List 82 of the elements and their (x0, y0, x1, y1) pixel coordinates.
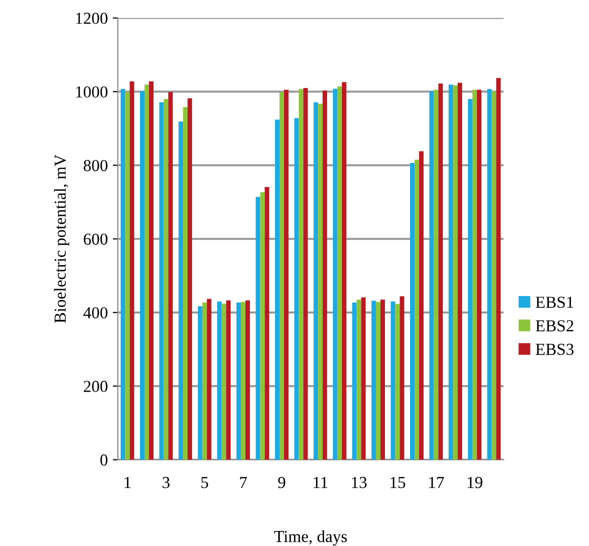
bar (183, 107, 188, 460)
bar (159, 102, 164, 460)
bar (294, 118, 299, 460)
bar (361, 297, 366, 460)
x-axis-title: Time, days (274, 530, 347, 546)
legend-label: EBS2 (536, 320, 574, 332)
y-tick-label: 1000 (76, 86, 108, 98)
x-tick-label: 3 (162, 476, 170, 488)
bar (414, 160, 420, 460)
y-tick-label: 400 (83, 307, 108, 318)
bar (298, 89, 304, 460)
bar (337, 86, 342, 460)
bar (264, 186, 270, 460)
bar (217, 301, 222, 460)
y-axis-title: Bioelectric potential, mV (54, 154, 70, 323)
x-tick-label: 9 (278, 476, 286, 488)
y-tick-label: 0 (100, 454, 108, 466)
bar (206, 298, 212, 460)
bar (380, 300, 385, 460)
bar (371, 300, 376, 460)
bar (352, 302, 357, 460)
bar (245, 300, 250, 460)
bar (390, 301, 396, 460)
bar (492, 91, 496, 460)
bar (322, 90, 328, 460)
bar (468, 99, 472, 460)
bar (168, 92, 173, 460)
bar (164, 99, 168, 460)
bar (256, 196, 260, 460)
y-tick-label: 1200 (76, 12, 108, 24)
bar (438, 84, 443, 460)
x-tick-label: 1 (124, 476, 131, 488)
bar (284, 90, 289, 460)
bar (472, 90, 477, 460)
x-tick-label: 5 (201, 477, 208, 488)
x-tick-label: 15 (390, 476, 406, 488)
bar (453, 85, 458, 460)
bar (419, 151, 424, 460)
bar (240, 302, 246, 460)
bar (125, 92, 130, 460)
bar (130, 81, 134, 460)
bar (226, 300, 231, 460)
bar (400, 296, 404, 460)
bar (202, 302, 207, 460)
bar (496, 78, 501, 460)
bar (448, 84, 454, 460)
x-tick-label: 13 (352, 476, 367, 488)
bar (236, 302, 241, 460)
legend-label: EBS1 (536, 296, 574, 308)
x-tick-label: 17 (429, 476, 444, 488)
bar (487, 89, 492, 460)
bar (318, 104, 323, 460)
bar (395, 304, 400, 460)
bar (144, 84, 149, 460)
bar (410, 163, 415, 460)
bar (303, 88, 308, 460)
bar (342, 82, 346, 460)
bar (148, 81, 154, 460)
bar (260, 192, 265, 460)
x-tick-label: 11 (314, 476, 328, 488)
bar (332, 88, 338, 460)
bar (120, 89, 126, 460)
y-tick-label: 600 (84, 234, 108, 245)
x-tick-label: 19 (468, 476, 482, 488)
bar (434, 90, 438, 460)
y-tick-label: 800 (84, 160, 108, 172)
bar (376, 302, 380, 460)
bar (178, 121, 184, 460)
y-tick-label: 200 (84, 380, 108, 392)
bar (140, 91, 144, 460)
bar (222, 304, 226, 460)
bar (275, 120, 280, 460)
bar (280, 92, 284, 460)
bar (476, 90, 482, 460)
bar (356, 300, 362, 460)
bar (314, 102, 318, 460)
legend-label: EBS3 (536, 344, 574, 355)
x-tick-label: 7 (240, 477, 247, 488)
bar (429, 91, 434, 460)
bar (188, 98, 192, 460)
bar (198, 306, 202, 460)
bar (458, 82, 462, 460)
